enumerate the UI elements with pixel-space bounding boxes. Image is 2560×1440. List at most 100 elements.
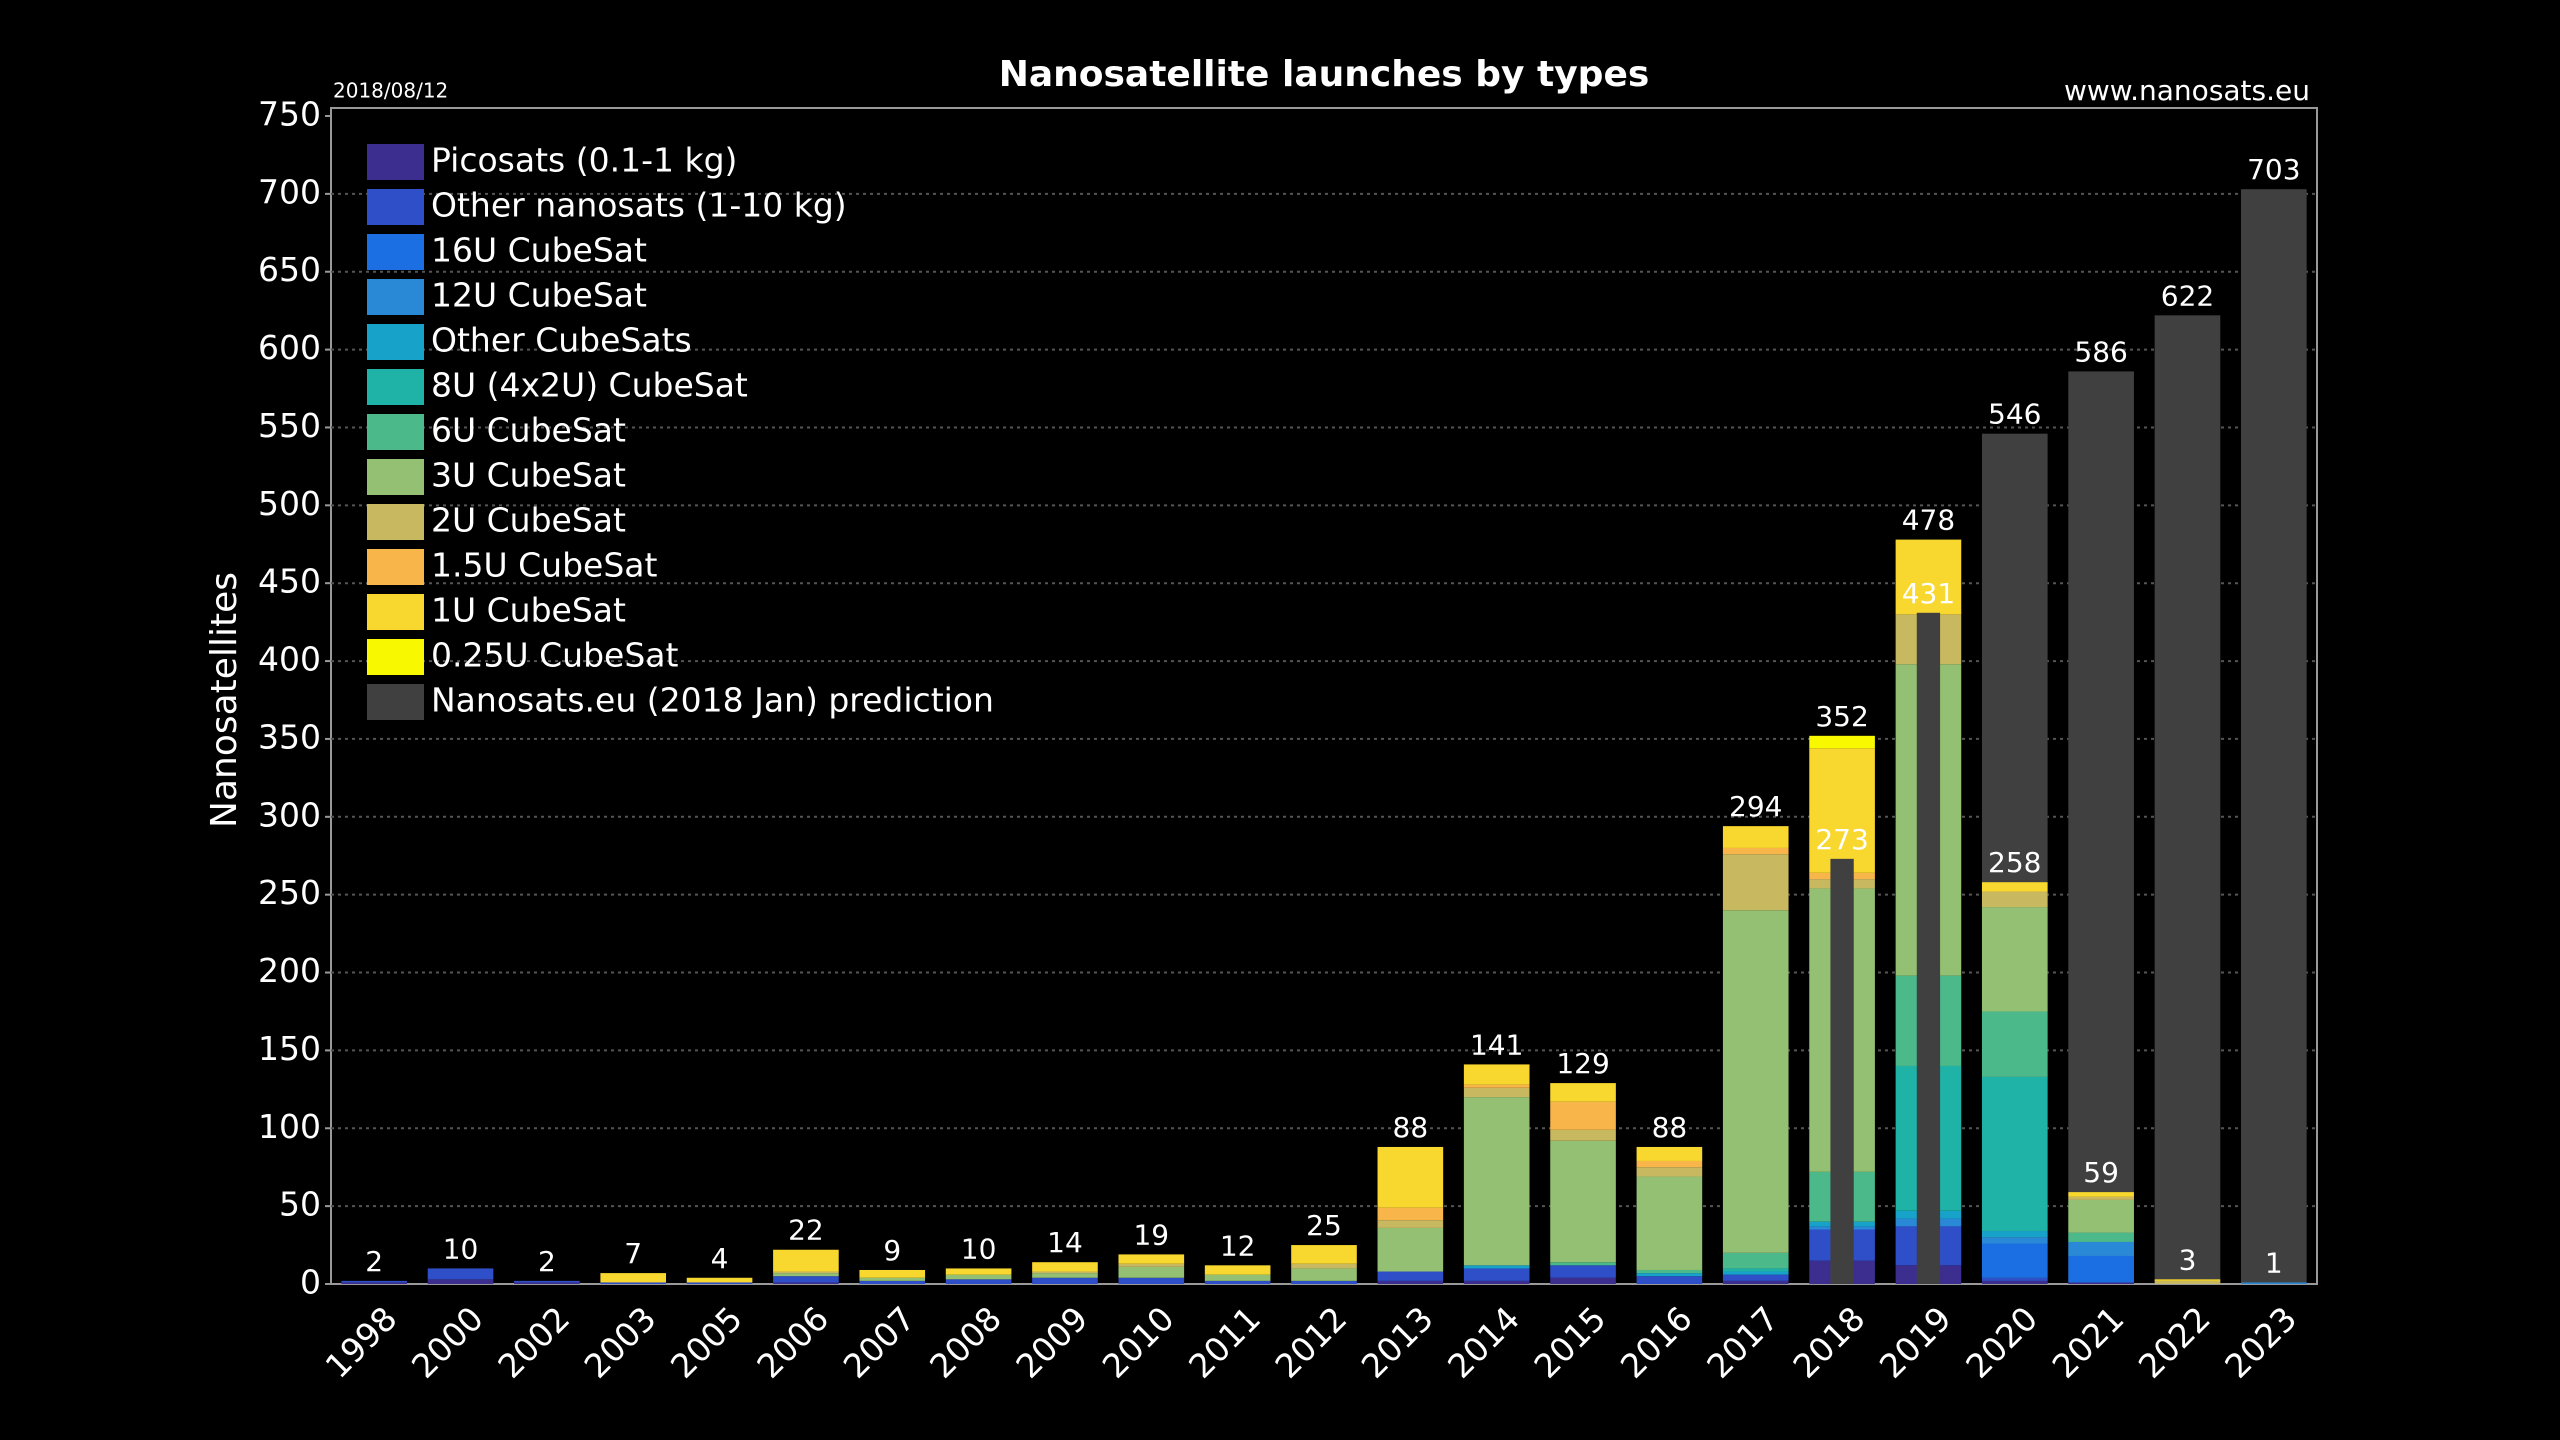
bar-segment xyxy=(1895,539,1962,615)
bar-segment xyxy=(1204,1280,1271,1284)
bar-segment xyxy=(859,1280,926,1284)
bar-segment xyxy=(773,1271,839,1274)
total-label: 2 xyxy=(538,1245,556,1278)
y-axis-label: Nanosatellites xyxy=(204,572,245,828)
bar-segment xyxy=(1377,1227,1444,1272)
bar-segment xyxy=(1636,1167,1703,1177)
bar-segment xyxy=(773,1276,839,1283)
total-label: 14 xyxy=(1047,1226,1083,1259)
bar-segment xyxy=(1550,1129,1616,1141)
y-tick-label: 150 xyxy=(258,1029,321,1068)
bar-segment xyxy=(341,1282,407,1284)
y-tick-label: 350 xyxy=(258,717,321,756)
bar-segment xyxy=(1550,1083,1616,1102)
bar-segment xyxy=(1291,1280,1357,1284)
x-tick-label: 1998 xyxy=(318,1299,405,1386)
total-label: 129 xyxy=(1556,1047,1609,1080)
legend-swatch xyxy=(367,414,424,450)
x-tick-label: 2021 xyxy=(2045,1299,2132,1386)
bar-segment xyxy=(1032,1273,1098,1278)
bar-segment xyxy=(859,1277,926,1281)
legend-label: 12U CubeSat xyxy=(431,276,647,315)
bar-segment xyxy=(1291,1268,1357,1281)
bar-segment xyxy=(1550,1262,1616,1266)
bar-segment xyxy=(1981,1011,2048,1077)
y-tick-label: 450 xyxy=(258,562,321,601)
bar-segment xyxy=(1377,1271,1444,1281)
bar-segment xyxy=(1377,1220,1444,1228)
total-label: 1 xyxy=(2265,1246,2283,1279)
bar-segment xyxy=(1722,1252,1789,1269)
bar-segment xyxy=(1118,1277,1185,1284)
bar-segment xyxy=(686,1277,753,1283)
prediction-label: 586 xyxy=(2074,335,2127,368)
y-tick-label: 750 xyxy=(258,95,321,134)
legend-label: 2U CubeSat xyxy=(431,501,626,540)
bar-segment xyxy=(1809,748,1875,873)
prediction-bar xyxy=(2154,315,2221,1285)
bar-segment xyxy=(1722,826,1789,848)
prediction-label: 703 xyxy=(2247,153,2300,186)
bar-segment xyxy=(1981,1243,2048,1278)
bar-segment xyxy=(773,1249,839,1272)
x-tick-label: 2023 xyxy=(2217,1299,2304,1386)
legend-label: 3U CubeSat xyxy=(431,456,626,495)
prediction-label: 546 xyxy=(1988,398,2041,431)
bar-segment xyxy=(1722,1271,1789,1275)
bar-segment xyxy=(1291,1245,1357,1264)
total-label: 25 xyxy=(1306,1209,1342,1242)
source: www.nanosats.eu xyxy=(2064,74,2310,107)
bar-segment xyxy=(2154,1279,2221,1281)
bar-segment xyxy=(1981,907,2048,1012)
y-tick-label: 200 xyxy=(258,951,321,990)
total-label: 19 xyxy=(1133,1218,1169,1251)
bar-segment xyxy=(2068,1192,2134,1197)
bar-segment xyxy=(1463,1268,1530,1281)
legend-label: Other CubeSats xyxy=(431,321,692,360)
legend-swatch xyxy=(367,189,424,225)
prediction-label: 431 xyxy=(1902,577,1955,610)
x-tick-label: 2013 xyxy=(1354,1299,1441,1386)
y-tick-label: 700 xyxy=(258,172,321,211)
bar-segment xyxy=(1722,910,1789,1253)
legend-label: 6U CubeSat xyxy=(431,411,626,450)
bar-segment xyxy=(1550,1277,1616,1284)
y-tick-label: 100 xyxy=(258,1107,321,1146)
legend-swatch xyxy=(367,549,424,585)
bar-segment xyxy=(1204,1274,1271,1281)
total-label: 9 xyxy=(883,1234,901,1267)
y-tick-label: 550 xyxy=(258,406,321,445)
bar-segment xyxy=(945,1279,1012,1284)
bar-segment xyxy=(1981,1231,2048,1238)
bar-segment xyxy=(1204,1265,1271,1275)
total-label: 88 xyxy=(1393,1111,1429,1144)
bar-segment xyxy=(1636,1146,1703,1161)
bar-segment xyxy=(1636,1160,1703,1168)
legend-label: 1.5U CubeSat xyxy=(431,546,658,585)
y-tick-label: 600 xyxy=(258,328,321,367)
x-tick-label: 2002 xyxy=(490,1299,577,1386)
prediction-label: 622 xyxy=(2161,279,2214,312)
bar-segment xyxy=(773,1273,839,1277)
total-label: 10 xyxy=(961,1232,997,1265)
bar-segment xyxy=(1463,1097,1530,1266)
bar-segment xyxy=(1118,1266,1185,1278)
bar-segment xyxy=(1636,1176,1703,1270)
legend-label: 0.25U CubeSat xyxy=(431,636,678,675)
legend-swatch xyxy=(367,324,424,360)
bar-segment xyxy=(945,1274,1012,1280)
legend-label: 1U CubeSat xyxy=(431,591,626,630)
legend-swatch xyxy=(367,459,424,495)
bar-segment xyxy=(1981,1076,2048,1232)
x-tick-label: 2006 xyxy=(749,1299,836,1386)
bar-segment xyxy=(1118,1263,1185,1267)
legend-swatch xyxy=(367,639,424,675)
y-tick-label: 650 xyxy=(258,250,321,289)
bar-segment xyxy=(1550,1101,1616,1130)
x-tick-label: 2016 xyxy=(1613,1299,1700,1386)
bar-segment xyxy=(1636,1273,1703,1277)
bar-segment xyxy=(1981,1277,2048,1281)
total-label: 7 xyxy=(624,1237,642,1270)
